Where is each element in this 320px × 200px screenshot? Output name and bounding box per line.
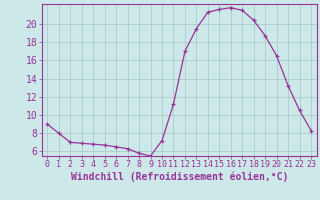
X-axis label: Windchill (Refroidissement éolien,°C): Windchill (Refroidissement éolien,°C) [70, 172, 288, 182]
